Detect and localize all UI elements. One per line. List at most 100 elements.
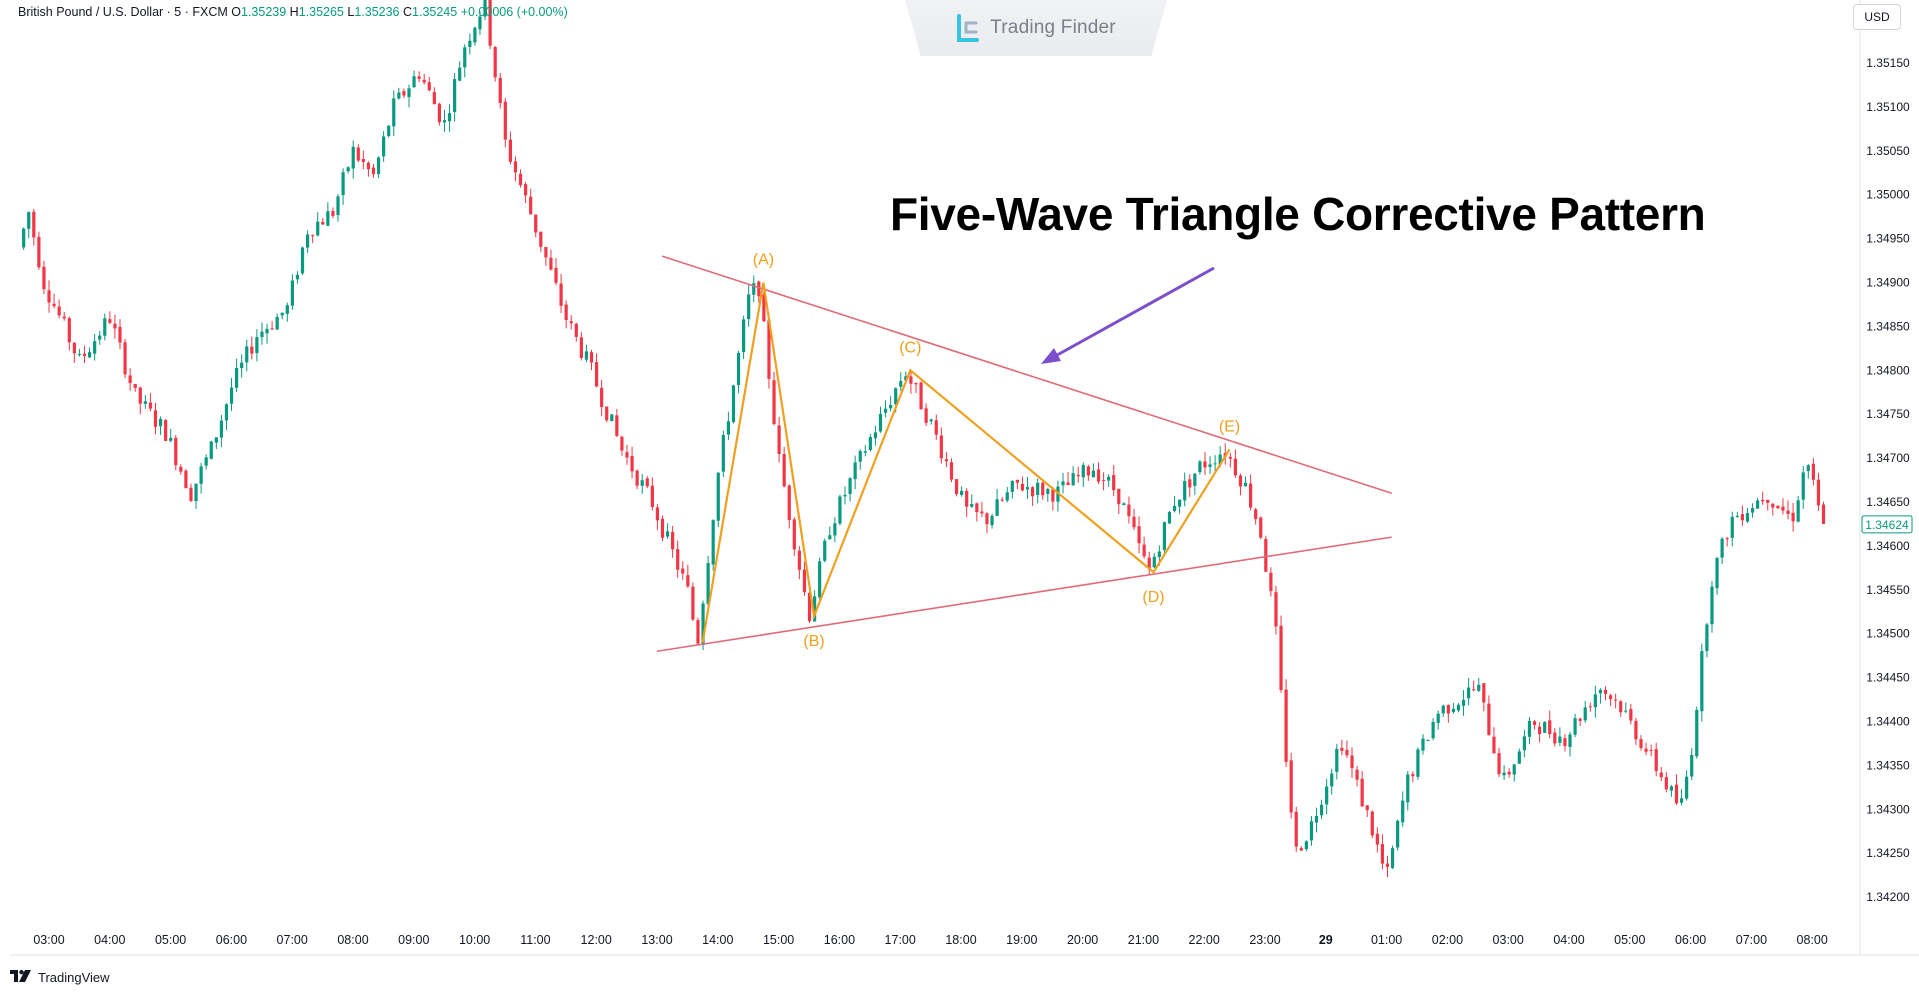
upper-trendline[interactable] bbox=[661, 255, 1392, 494]
candle-body bbox=[1608, 695, 1613, 700]
candle-body bbox=[1548, 720, 1552, 735]
candle-body bbox=[549, 257, 553, 270]
wave-zigzag[interactable] bbox=[701, 282, 1231, 643]
candle-body bbox=[1122, 503, 1126, 506]
candle-body bbox=[1086, 466, 1090, 476]
candle-body bbox=[1137, 526, 1141, 544]
candle-body bbox=[1421, 738, 1425, 751]
time-tick-label: 10:00 bbox=[459, 933, 490, 947]
candle-body bbox=[990, 515, 994, 526]
candle-body bbox=[1750, 507, 1755, 513]
candle-body bbox=[1091, 470, 1096, 478]
currency-button[interactable]: USD bbox=[1853, 4, 1901, 30]
time-tick-label: 01:00 bbox=[1371, 933, 1402, 947]
candle-body bbox=[1172, 505, 1177, 511]
price-tick-label: 1.34600 bbox=[1866, 539, 1910, 553]
candle-body bbox=[1071, 473, 1075, 486]
candle-body bbox=[1669, 786, 1674, 791]
close-value: 1.35245 bbox=[412, 5, 458, 19]
candle-body bbox=[686, 575, 690, 587]
price-tick-label: 1.34900 bbox=[1866, 276, 1910, 290]
candle-body bbox=[219, 420, 223, 438]
candle-body bbox=[1355, 769, 1359, 780]
candle-body bbox=[1193, 473, 1197, 486]
candle-body bbox=[1593, 694, 1597, 708]
candle-body bbox=[447, 113, 452, 122]
time-axis[interactable]: 03:00 04:00 05:00 06:00 07:00 08:00 09:00 10:00… bbox=[33, 933, 1828, 947]
candle-body bbox=[1725, 538, 1729, 540]
candle-body bbox=[93, 341, 97, 354]
candle-body bbox=[1208, 464, 1212, 467]
candle-body bbox=[615, 415, 619, 436]
candle-body bbox=[422, 79, 426, 83]
wave-label: (E) bbox=[1219, 418, 1240, 435]
candle-body bbox=[1659, 772, 1663, 778]
candle-body bbox=[1522, 736, 1526, 751]
time-tick-label: 11:00 bbox=[520, 933, 550, 947]
candle-body bbox=[1431, 721, 1435, 739]
candle-body bbox=[914, 382, 918, 385]
candle-body bbox=[812, 596, 817, 622]
candle-body bbox=[1644, 748, 1648, 752]
candle-body bbox=[1228, 456, 1232, 459]
candle-body bbox=[1041, 482, 1045, 496]
symbol-name[interactable]: British Pound / U.S. Dollar · 5 · FXCM bbox=[18, 5, 228, 19]
time-tick-label: 06:00 bbox=[216, 933, 247, 947]
lower-trendline[interactable] bbox=[656, 536, 1392, 653]
candle-body bbox=[1051, 489, 1055, 502]
candle-body bbox=[792, 519, 796, 550]
candle-body bbox=[889, 404, 893, 409]
candle-body bbox=[179, 466, 183, 472]
symbol-legend: British Pound / U.S. Dollar · 5 · FXCM O… bbox=[18, 5, 568, 19]
candle-body bbox=[954, 479, 959, 495]
time-tick-label: 09:00 bbox=[398, 933, 429, 947]
price-tick-label: 1.34250 bbox=[1866, 846, 1910, 860]
candle-body bbox=[726, 421, 730, 435]
candle-body bbox=[32, 211, 36, 238]
candle-body bbox=[544, 247, 548, 258]
candle-body bbox=[1598, 689, 1603, 694]
candle-body bbox=[331, 211, 335, 216]
price-axis[interactable]: 1.35150 1.35100 1.35050 1.35000 1.34950 1.349… bbox=[1866, 56, 1910, 904]
price-tick-label: 1.34300 bbox=[1866, 802, 1910, 816]
candle-body bbox=[1213, 463, 1217, 465]
candle-body bbox=[346, 167, 350, 172]
candle-body bbox=[929, 419, 933, 422]
candle-body bbox=[108, 319, 112, 323]
price-tick-label: 1.34650 bbox=[1866, 495, 1910, 509]
candle-body bbox=[194, 483, 198, 502]
candle-body bbox=[1710, 586, 1714, 625]
candle-body bbox=[1553, 732, 1557, 744]
candle-body bbox=[1543, 722, 1547, 733]
tradingview-brand[interactable]: TradingView bbox=[10, 969, 110, 985]
candle-body bbox=[904, 376, 908, 381]
candle-body bbox=[1715, 557, 1719, 589]
candle-body bbox=[1730, 516, 1734, 538]
price-tick-label: 1.34550 bbox=[1866, 583, 1910, 597]
price-tick-label: 1.34350 bbox=[1866, 758, 1910, 772]
low-value: 1.35236 bbox=[354, 5, 400, 19]
candle-body bbox=[1679, 798, 1684, 803]
candle-body bbox=[1512, 764, 1516, 775]
price-tick-label: 1.34850 bbox=[1866, 319, 1910, 333]
candle-body bbox=[113, 323, 117, 329]
candle-body bbox=[1350, 755, 1354, 769]
open-label: O bbox=[231, 5, 241, 19]
candle-body bbox=[1720, 538, 1724, 558]
candle-body bbox=[199, 466, 203, 484]
candle-body bbox=[1390, 848, 1395, 868]
candle-body bbox=[1188, 479, 1192, 488]
candle-body bbox=[1614, 699, 1618, 701]
candle-body bbox=[564, 304, 568, 321]
candle-body bbox=[878, 414, 883, 432]
candle-body bbox=[488, 0, 492, 46]
time-tick-label: 14:00 bbox=[702, 933, 733, 947]
candle-body bbox=[1132, 516, 1136, 528]
candle-body bbox=[777, 425, 781, 455]
candle-body bbox=[1441, 705, 1445, 714]
candle-body bbox=[387, 125, 391, 137]
candle-body bbox=[285, 305, 289, 314]
